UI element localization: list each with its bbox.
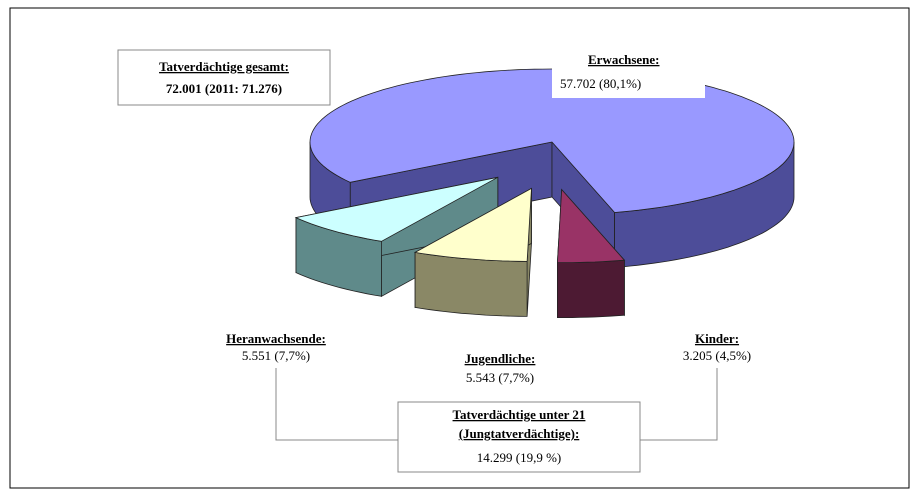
- slice-side: [557, 259, 625, 319]
- slice-top: [556, 188, 626, 264]
- slice: [556, 188, 626, 319]
- connector: [275, 368, 398, 441]
- category-label: Heranwachsende:: [226, 331, 326, 346]
- total-text: 72.001 (2011: 71.276): [166, 81, 282, 96]
- slice-top: [294, 176, 498, 242]
- value-label: 5.551 (7,7%): [242, 348, 310, 363]
- group-line: Tatverdächtige unter 21: [453, 407, 586, 422]
- category-label: Kinder:: [695, 331, 739, 346]
- category-label: Jugendliche:: [465, 351, 536, 366]
- slice-side: [414, 251, 528, 317]
- value-label: 3.205 (4,5%): [683, 348, 751, 363]
- slice-top: [413, 187, 532, 262]
- label-box: [552, 48, 705, 98]
- connector: [640, 368, 718, 441]
- group-line: (Jungtatverdächtige):: [459, 426, 580, 441]
- total-title: Tatverdächtige gesamt:: [159, 59, 289, 74]
- group-box: [397, 401, 641, 473]
- slice: [294, 176, 499, 297]
- pie: [294, 68, 795, 319]
- category-label: Erwachsene:: [588, 52, 660, 67]
- total-box: [117, 49, 331, 106]
- slice: [413, 187, 532, 317]
- group-line: 14.299 (19,9 %): [477, 450, 562, 465]
- value-label: 5.543 (7,7%): [466, 370, 534, 385]
- value-label: 57.702 (80,1%): [560, 76, 641, 91]
